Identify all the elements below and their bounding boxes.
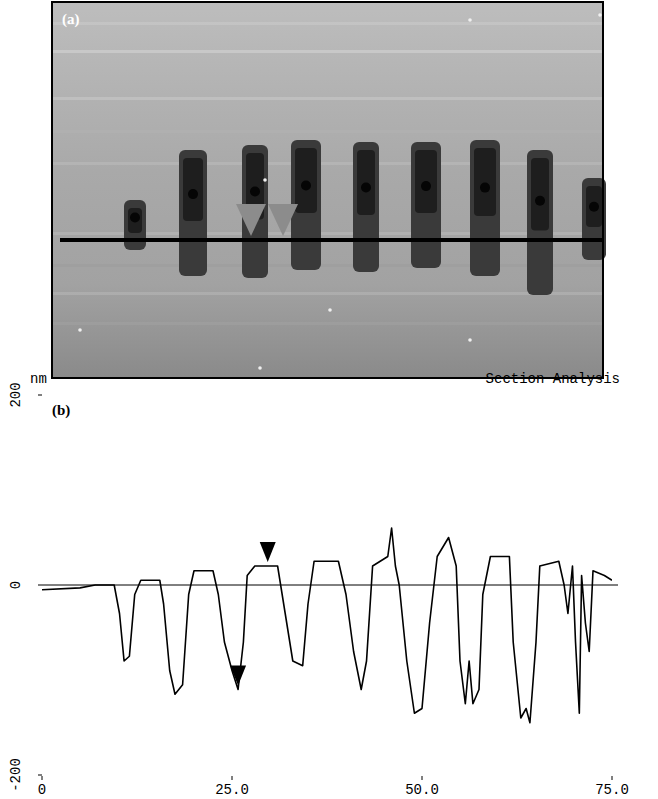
y-tick-label: -200 (8, 758, 24, 792)
cursor-triangle (268, 204, 298, 236)
etched-spot (361, 183, 371, 193)
etched-spot (589, 202, 599, 212)
cursor-marker (230, 666, 246, 686)
speck (468, 338, 472, 342)
speck (468, 18, 472, 22)
etched-line (353, 142, 379, 272)
speck (263, 178, 267, 182)
etched-spot (480, 183, 490, 193)
x-tick (232, 776, 233, 780)
y-unit: nm (30, 371, 47, 387)
x-tick (42, 776, 43, 780)
cursor-triangle (236, 204, 266, 236)
image-frame (52, 2, 603, 378)
cursor-marker (260, 542, 276, 562)
etched-line (527, 150, 553, 295)
x-tick (422, 776, 423, 780)
etched-line (411, 142, 441, 268)
scan-stripe (52, 322, 603, 325)
etched-line (470, 140, 500, 276)
y-tick-label: 200 (8, 382, 24, 407)
scan-stripe (52, 130, 603, 133)
scan-stripe (52, 162, 603, 165)
scan-stripe (52, 97, 603, 100)
etched-spot (535, 196, 545, 206)
profile-line (42, 528, 612, 723)
scan-stripe (52, 50, 603, 53)
y-tick (38, 585, 42, 586)
chart-title: Section Analysis (486, 371, 620, 387)
afm-image (52, 2, 606, 378)
grid-line (42, 585, 618, 586)
scan-stripe (52, 77, 603, 80)
etched-core (586, 186, 602, 227)
section-line (60, 238, 603, 242)
scan-stripe (52, 292, 603, 295)
etched-line (124, 200, 146, 250)
etched-core (474, 148, 496, 216)
etched-core (295, 148, 317, 213)
speck (78, 328, 82, 332)
x-tick-label: 75.0 (595, 782, 629, 798)
y-tick (38, 395, 42, 396)
panel-label: (b) (52, 402, 70, 419)
etched-core (531, 158, 549, 231)
etched-spot (250, 187, 260, 197)
y-tick (38, 775, 42, 776)
etched-spot (188, 189, 198, 199)
etched-core (415, 150, 437, 213)
x-tick (612, 776, 613, 780)
x-tick-label: 50.0 (405, 782, 439, 798)
speck (258, 366, 262, 370)
scan-stripe (52, 22, 603, 25)
scan-stripe (52, 264, 603, 267)
figure: (a) nm Section Analysis (b) -200 0 200 0 25.0 50.… (0, 0, 658, 799)
etched-spot (130, 213, 140, 223)
image-background (52, 2, 603, 378)
etched-spot (421, 181, 431, 191)
etched-core (357, 150, 375, 215)
y-tick-label: 0 (8, 581, 24, 589)
panel-label: (a) (62, 11, 80, 28)
etched-core (128, 208, 142, 233)
speck (598, 13, 602, 17)
etched-spot (301, 181, 311, 191)
x-tick-label: 0 (38, 782, 46, 798)
plot-area (42, 528, 612, 723)
x-tick-label: 25.0 (215, 782, 249, 798)
speck (328, 308, 332, 312)
etched-core (183, 158, 203, 221)
etched-line (179, 150, 207, 276)
